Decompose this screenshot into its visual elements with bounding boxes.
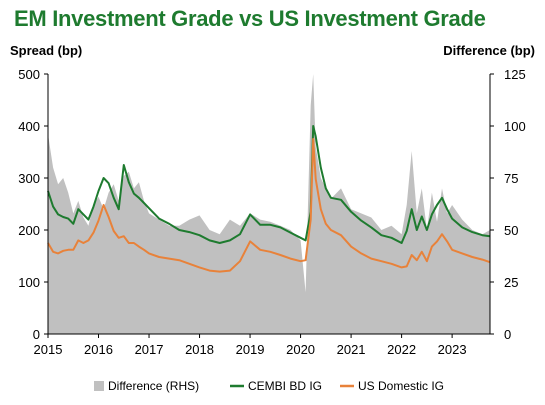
spread-lines-layer [47, 125, 491, 273]
x-tick-label: 2015 [34, 342, 63, 357]
right-tick-label: 100 [504, 119, 526, 134]
x-tick-label: 2017 [135, 342, 164, 357]
left-tick-label: 400 [18, 119, 40, 134]
right-tick-label: 0 [504, 327, 511, 342]
right-axis-label: Difference (bp) [443, 43, 535, 58]
x-tick-label: 2021 [337, 342, 366, 357]
right-tick-label: 25 [504, 275, 518, 290]
x-tick-label: 2018 [185, 342, 214, 357]
left-tick-label: 0 [33, 327, 40, 342]
tick-labels-layer: 0 100 200 300 400 500 0 25 50 75 100 125 2015 2016 201… [18, 67, 525, 357]
series-difference-area [48, 74, 490, 334]
x-tick-label: 2022 [387, 342, 416, 357]
difference-area-layer [48, 74, 490, 334]
x-tick-label: 2019 [236, 342, 265, 357]
legend-label-usig: US Domestic IG [358, 379, 444, 393]
series-cembi-line [47, 125, 491, 244]
right-tick-label: 75 [504, 171, 518, 186]
x-tick-label: 2020 [286, 342, 315, 357]
legend-label-cembi: CEMBI BD IG [248, 379, 322, 393]
series-usig-line [47, 138, 491, 273]
left-tick-label: 500 [18, 67, 40, 82]
x-tick-label: 2016 [84, 342, 113, 357]
left-tick-label: 300 [18, 171, 40, 186]
chart-title: EM Investment Grade vs US Investment Gra… [14, 6, 486, 31]
left-tick-label: 100 [18, 275, 40, 290]
legend-swatch-difference [94, 381, 104, 391]
x-tick-label: 2023 [438, 342, 467, 357]
left-axis-label: Spread (bp) [10, 43, 82, 58]
left-tick-label: 200 [18, 223, 40, 238]
right-tick-label: 50 [504, 223, 518, 238]
axes-layer [44, 73, 494, 338]
legend: Difference (RHS) CEMBI BD IG US Domestic… [94, 379, 444, 393]
right-tick-label: 125 [504, 67, 526, 82]
legend-label-difference: Difference (RHS) [108, 379, 199, 393]
